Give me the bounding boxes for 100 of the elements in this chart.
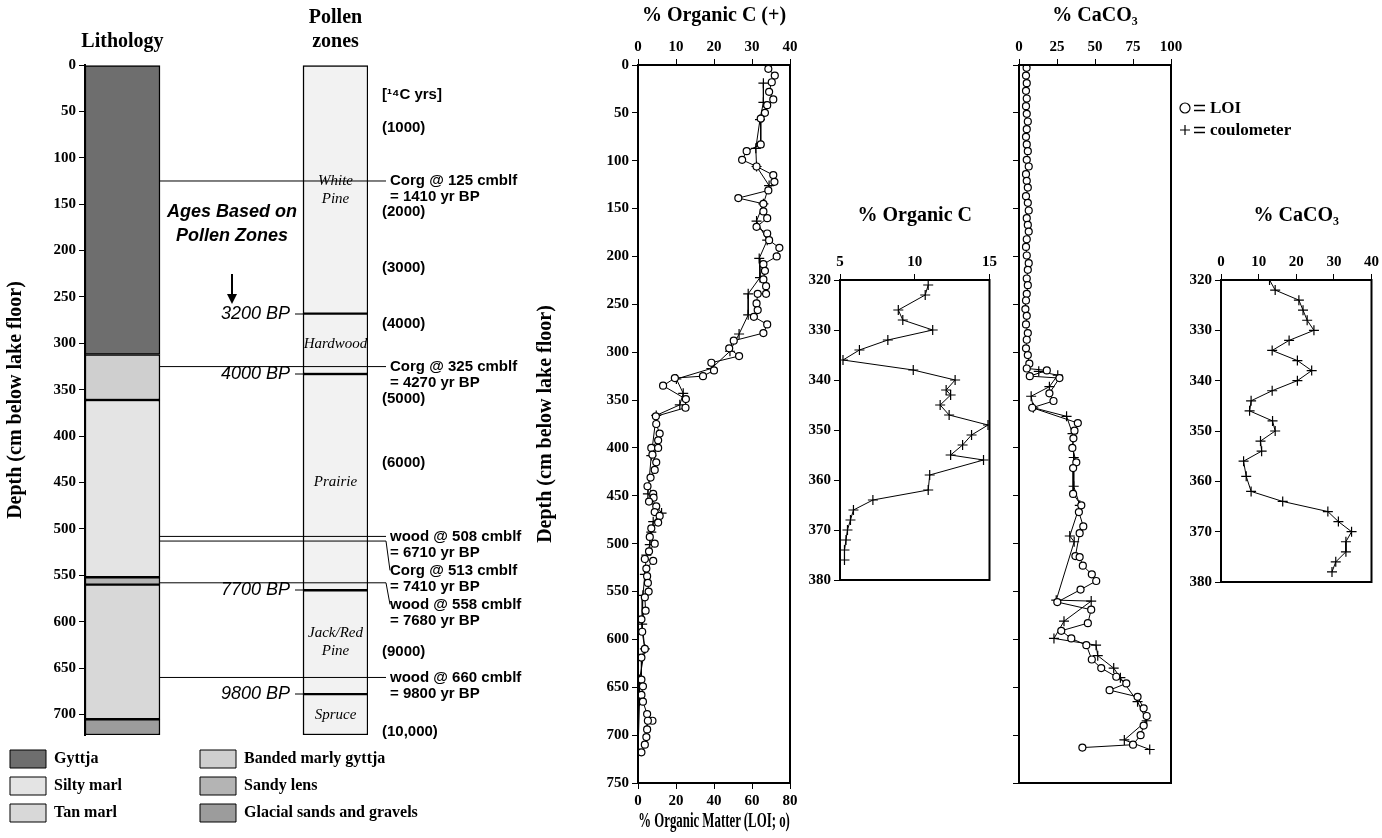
y-tick-label: 650	[606, 678, 629, 695]
y-tick-label: 50	[614, 103, 629, 120]
annotation: (6000)	[382, 453, 426, 471]
y-tick-label: 400	[53, 427, 76, 444]
y-tick-label: 500	[606, 534, 629, 551]
legend-label: Tan marl	[54, 803, 118, 821]
y-tick-label: 500	[53, 519, 76, 536]
series-label: White Pine	[318, 171, 354, 206]
x-tick-label: 0	[1217, 252, 1225, 269]
y-tick-label: 150	[606, 199, 629, 216]
x-tick-label: 15	[982, 252, 997, 269]
annotation: (10,000)	[382, 722, 438, 740]
y-tick-label: 450	[606, 486, 629, 503]
ref-line-label: Corg @ 125 cmblf = 1410 yr BP	[390, 171, 519, 205]
y-tick-label: 340	[1189, 371, 1212, 388]
ref-line-label: wood @ 508 cmblf = 6710 yr BP	[389, 526, 523, 560]
annotation: 7700 BP	[220, 579, 290, 599]
y-tick-label: 650	[53, 659, 76, 676]
y-tick-label: 450	[53, 473, 76, 490]
ref-line-label: wood @ 660 cmblf = 9800 yr BP	[389, 667, 523, 701]
x-axis-title: % CaCO₃	[1052, 3, 1138, 26]
y-tick-label: 400	[606, 438, 629, 455]
legend-label: Gyttja	[54, 749, 99, 768]
y-tick-label: 300	[53, 334, 76, 351]
y-tick-label: 0	[621, 55, 629, 72]
x-tick-label: 25	[1049, 37, 1065, 54]
legend-label: coulometer	[1210, 120, 1292, 141]
y-tick-label: 350	[606, 390, 629, 407]
x-axis-title: % Organic Matter (LOI; o)	[638, 809, 790, 832]
ref-line-label: wood @ 558 cmblf = 7680 yr BP	[389, 594, 523, 628]
x-tick-label: Pollen zones	[308, 5, 363, 52]
y-tick-label: 320	[1189, 270, 1212, 287]
y-tick-label: 750	[606, 773, 629, 790]
x-tick-label: 100	[1159, 37, 1183, 54]
legend-label: Sandy lens	[244, 776, 318, 795]
x-tick-label: 5	[836, 252, 844, 269]
y-tick-label: 100	[606, 151, 629, 168]
x-tick-label: 60	[744, 791, 760, 808]
y-tick-label: 360	[808, 470, 831, 487]
x-tick-label: 30	[1326, 252, 1342, 269]
series-label: Jack/Red Pine	[308, 624, 364, 659]
y-tick-label: 300	[606, 343, 629, 360]
y-tick-label: 380	[808, 570, 831, 587]
y-tick-label: 0	[68, 55, 76, 72]
y-tick-label: 380	[1189, 572, 1212, 589]
y-tick-label: 200	[53, 241, 76, 258]
y-tick-label: 330	[1189, 321, 1212, 338]
annotation: 4000 BP	[220, 363, 290, 383]
y-tick-label: 700	[606, 726, 629, 743]
legend-label: LOI	[1210, 98, 1242, 119]
y-tick-label: 600	[606, 630, 629, 647]
y-tick-label: 600	[53, 612, 76, 629]
annotation: (3000)	[382, 258, 426, 276]
series-label: Hardwood	[302, 334, 368, 351]
annotation: Ages Based on Pollen Zones	[165, 200, 298, 245]
series-label: Spruce	[314, 705, 357, 722]
annotation: (2000)	[382, 202, 426, 220]
y-tick-label: 320	[808, 270, 831, 287]
ref-line-label: Corg @ 325 cmblf = 4270 yr BP	[390, 356, 519, 390]
y-tick-label: 370	[1189, 522, 1212, 539]
y-tick-label: 250	[606, 295, 629, 312]
annotation: 9800 BP	[220, 683, 290, 703]
y-axis-title: Depth (cm below lake floor)	[3, 281, 27, 519]
annotation: [¹⁴C yrs]	[382, 85, 442, 103]
annotation: (4000)	[382, 314, 426, 332]
y-tick-label: 350	[808, 420, 831, 437]
x-tick-label: 20	[668, 791, 684, 808]
y-tick-label: 350	[53, 380, 76, 397]
legend-label: Glacial sands and gravels	[244, 803, 418, 822]
x-tick-label: 10	[1251, 252, 1267, 269]
legend-label: Silty marl	[54, 776, 123, 795]
y-tick-label: 550	[606, 582, 629, 599]
y-tick-label: 100	[53, 148, 76, 165]
y-tick-label: 330	[808, 320, 831, 337]
x-tick-label: 80	[782, 791, 798, 808]
annotation: 3200 BP	[220, 303, 290, 323]
y-tick-label: 700	[53, 705, 76, 722]
x-axis-title: % Organic C	[857, 203, 972, 227]
y-tick-label: 250	[53, 287, 76, 304]
y-tick-label: 150	[53, 195, 76, 212]
x-tick-label: 0	[1015, 37, 1023, 54]
y-tick-label: 550	[53, 566, 76, 583]
y-tick-label: 50	[61, 102, 76, 119]
y-tick-label: 340	[808, 370, 831, 387]
x2-axis-title: % Organic C (+)	[641, 3, 787, 27]
x-tick-label: 0	[634, 791, 642, 808]
y-tick-label: 350	[1189, 421, 1212, 438]
series-label: Prairie	[312, 473, 358, 490]
x-tick-label: 20	[1288, 252, 1304, 269]
x-axis-title: % CaCO₃	[1253, 203, 1339, 226]
y-tick-label: 370	[808, 520, 831, 537]
annotation: (1000)	[382, 118, 426, 136]
y-tick-label: 200	[606, 247, 629, 264]
annotation: (5000)	[382, 389, 426, 407]
legend-label: Banded marly gyttja	[244, 749, 386, 768]
y-tick-label: 360	[1189, 472, 1212, 489]
x-tick-label: 50	[1087, 37, 1103, 54]
x-tick-label: 10	[907, 252, 923, 269]
x-tick-label: 40	[1364, 252, 1379, 269]
annotation: (9000)	[382, 642, 426, 660]
